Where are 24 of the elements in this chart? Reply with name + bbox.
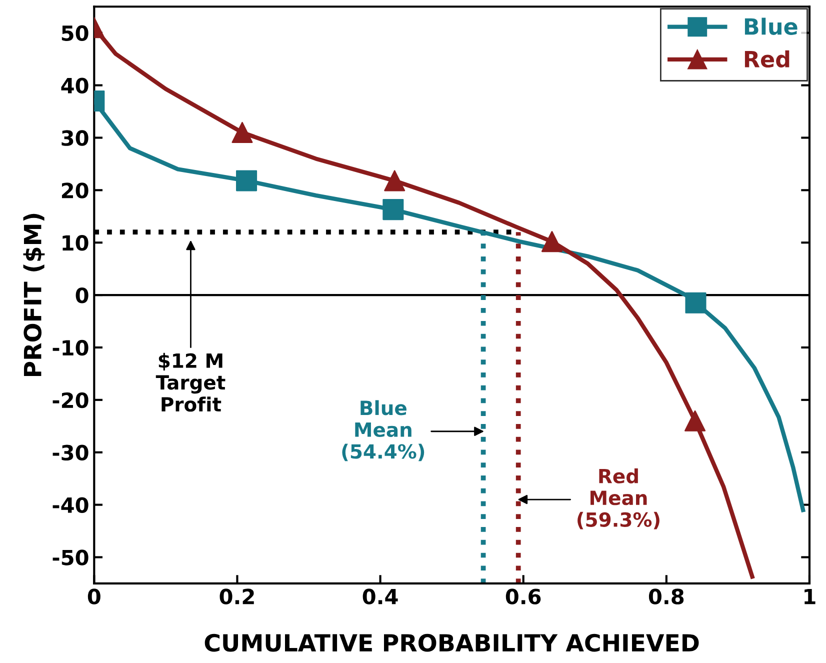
y-axis-title: PROFIT ($M) [23, 214, 45, 376]
y-tick-label: -30 [52, 444, 88, 461]
x-tick-label: 0 [88, 588, 100, 604]
x-tick-label: 1 [804, 588, 816, 604]
y-tick-label: 40 [61, 78, 88, 94]
ref-line-label: $12 M Target Profit [156, 352, 226, 412]
x-tick-label: 0.6 [506, 588, 541, 604]
x-tick-label: 0.8 [648, 588, 684, 604]
y-tick-label: -20 [52, 392, 88, 408]
y-tick-label: 0 [76, 287, 88, 304]
x-tick-label: 0.4 [362, 588, 398, 604]
x-tick-label: 0.2 [220, 588, 254, 604]
x-axis-title: CUMULATIVE PROBABILITY ACHIEVED [204, 634, 699, 652]
y-tick-label: -10 [52, 340, 88, 356]
legend-label: Red [744, 50, 790, 68]
legend-label: Blue [744, 18, 798, 35]
y-tick-label: 30 [62, 130, 88, 146]
y-tick-label: -40 [52, 497, 88, 513]
ref-line-label: Blue Mean (54.4%) [342, 400, 424, 462]
y-tick-label: 50 [62, 25, 88, 42]
y-tick-label: 10 [62, 235, 88, 251]
y-tick-label: -50 [52, 550, 88, 566]
ref-line-label: Red Mean (59.3%) [578, 468, 660, 530]
y-tick-label: 20 [62, 182, 88, 198]
